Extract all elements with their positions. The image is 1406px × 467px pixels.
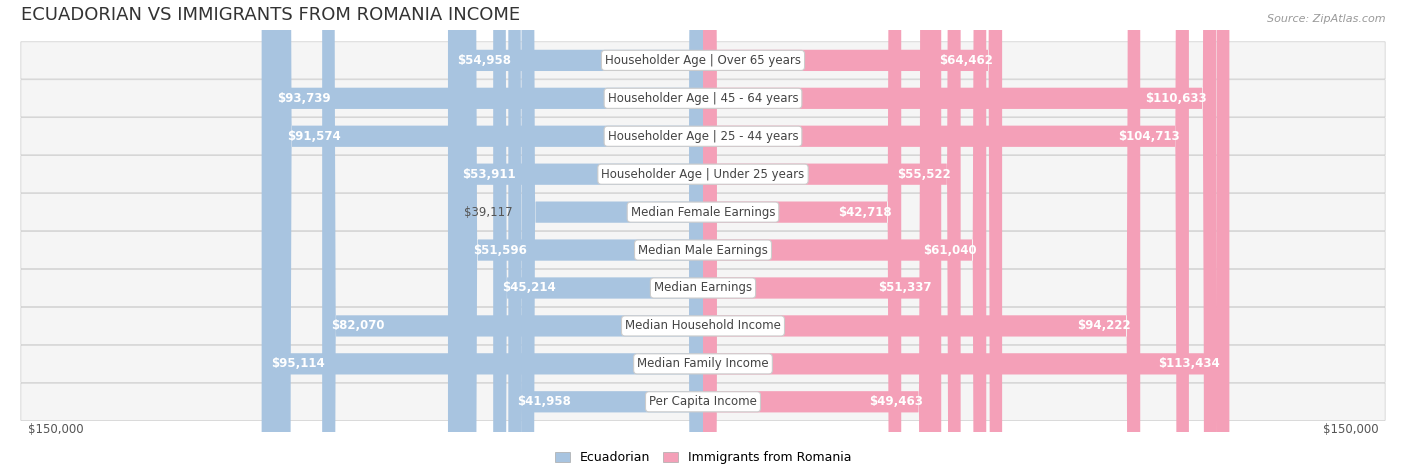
Text: Median Female Earnings: Median Female Earnings bbox=[631, 205, 775, 219]
Text: $49,463: $49,463 bbox=[869, 395, 924, 408]
FancyBboxPatch shape bbox=[703, 0, 901, 467]
FancyBboxPatch shape bbox=[449, 0, 703, 467]
Text: Householder Age | 45 - 64 years: Householder Age | 45 - 64 years bbox=[607, 92, 799, 105]
Text: $42,718: $42,718 bbox=[838, 205, 891, 219]
FancyBboxPatch shape bbox=[453, 0, 703, 467]
Text: Median Earnings: Median Earnings bbox=[654, 282, 752, 295]
FancyBboxPatch shape bbox=[703, 0, 960, 467]
FancyBboxPatch shape bbox=[703, 0, 1189, 467]
FancyBboxPatch shape bbox=[21, 42, 1385, 79]
FancyBboxPatch shape bbox=[21, 232, 1385, 269]
FancyBboxPatch shape bbox=[21, 80, 1385, 117]
FancyBboxPatch shape bbox=[703, 0, 941, 467]
Text: $41,958: $41,958 bbox=[517, 395, 571, 408]
Text: Median Family Income: Median Family Income bbox=[637, 357, 769, 370]
Text: Per Capita Income: Per Capita Income bbox=[650, 395, 756, 408]
FancyBboxPatch shape bbox=[21, 156, 1385, 193]
FancyBboxPatch shape bbox=[21, 118, 1385, 155]
FancyBboxPatch shape bbox=[269, 0, 703, 467]
FancyBboxPatch shape bbox=[21, 383, 1385, 420]
Text: $55,522: $55,522 bbox=[897, 168, 952, 181]
FancyBboxPatch shape bbox=[522, 0, 703, 467]
Text: ECUADORIAN VS IMMIGRANTS FROM ROMANIA INCOME: ECUADORIAN VS IMMIGRANTS FROM ROMANIA IN… bbox=[21, 7, 520, 24]
Text: Householder Age | Over 65 years: Householder Age | Over 65 years bbox=[605, 54, 801, 67]
Text: $51,596: $51,596 bbox=[472, 244, 527, 256]
FancyBboxPatch shape bbox=[494, 0, 703, 467]
Text: $150,000: $150,000 bbox=[28, 423, 83, 436]
FancyBboxPatch shape bbox=[509, 0, 703, 467]
Text: Householder Age | 25 - 44 years: Householder Age | 25 - 44 years bbox=[607, 130, 799, 143]
FancyBboxPatch shape bbox=[703, 0, 1216, 467]
FancyBboxPatch shape bbox=[464, 0, 703, 467]
Text: $51,337: $51,337 bbox=[879, 282, 932, 295]
FancyBboxPatch shape bbox=[703, 0, 1140, 467]
Text: Median Household Income: Median Household Income bbox=[626, 319, 780, 333]
Text: $61,040: $61,040 bbox=[924, 244, 977, 256]
FancyBboxPatch shape bbox=[322, 0, 703, 467]
FancyBboxPatch shape bbox=[703, 0, 1229, 467]
FancyBboxPatch shape bbox=[21, 193, 1385, 231]
FancyBboxPatch shape bbox=[278, 0, 703, 467]
FancyBboxPatch shape bbox=[703, 0, 932, 467]
Text: $91,574: $91,574 bbox=[287, 130, 342, 143]
Text: Source: ZipAtlas.com: Source: ZipAtlas.com bbox=[1267, 14, 1385, 24]
Text: $39,117: $39,117 bbox=[464, 205, 512, 219]
FancyBboxPatch shape bbox=[703, 0, 986, 467]
FancyBboxPatch shape bbox=[21, 345, 1385, 382]
Text: $150,000: $150,000 bbox=[1323, 423, 1378, 436]
FancyBboxPatch shape bbox=[703, 0, 1002, 467]
Text: $64,462: $64,462 bbox=[939, 54, 993, 67]
Text: $45,214: $45,214 bbox=[502, 282, 557, 295]
Text: $53,911: $53,911 bbox=[463, 168, 516, 181]
Text: $113,434: $113,434 bbox=[1159, 357, 1220, 370]
FancyBboxPatch shape bbox=[262, 0, 703, 467]
FancyBboxPatch shape bbox=[21, 269, 1385, 306]
Text: $94,222: $94,222 bbox=[1077, 319, 1130, 333]
Legend: Ecuadorian, Immigrants from Romania: Ecuadorian, Immigrants from Romania bbox=[555, 451, 851, 464]
Text: $82,070: $82,070 bbox=[332, 319, 385, 333]
Text: $95,114: $95,114 bbox=[271, 357, 325, 370]
Text: Median Male Earnings: Median Male Earnings bbox=[638, 244, 768, 256]
Text: $104,713: $104,713 bbox=[1118, 130, 1180, 143]
Text: $93,739: $93,739 bbox=[277, 92, 330, 105]
Text: Householder Age | Under 25 years: Householder Age | Under 25 years bbox=[602, 168, 804, 181]
FancyBboxPatch shape bbox=[21, 307, 1385, 345]
Text: $54,958: $54,958 bbox=[457, 54, 512, 67]
Text: $110,633: $110,633 bbox=[1146, 92, 1208, 105]
